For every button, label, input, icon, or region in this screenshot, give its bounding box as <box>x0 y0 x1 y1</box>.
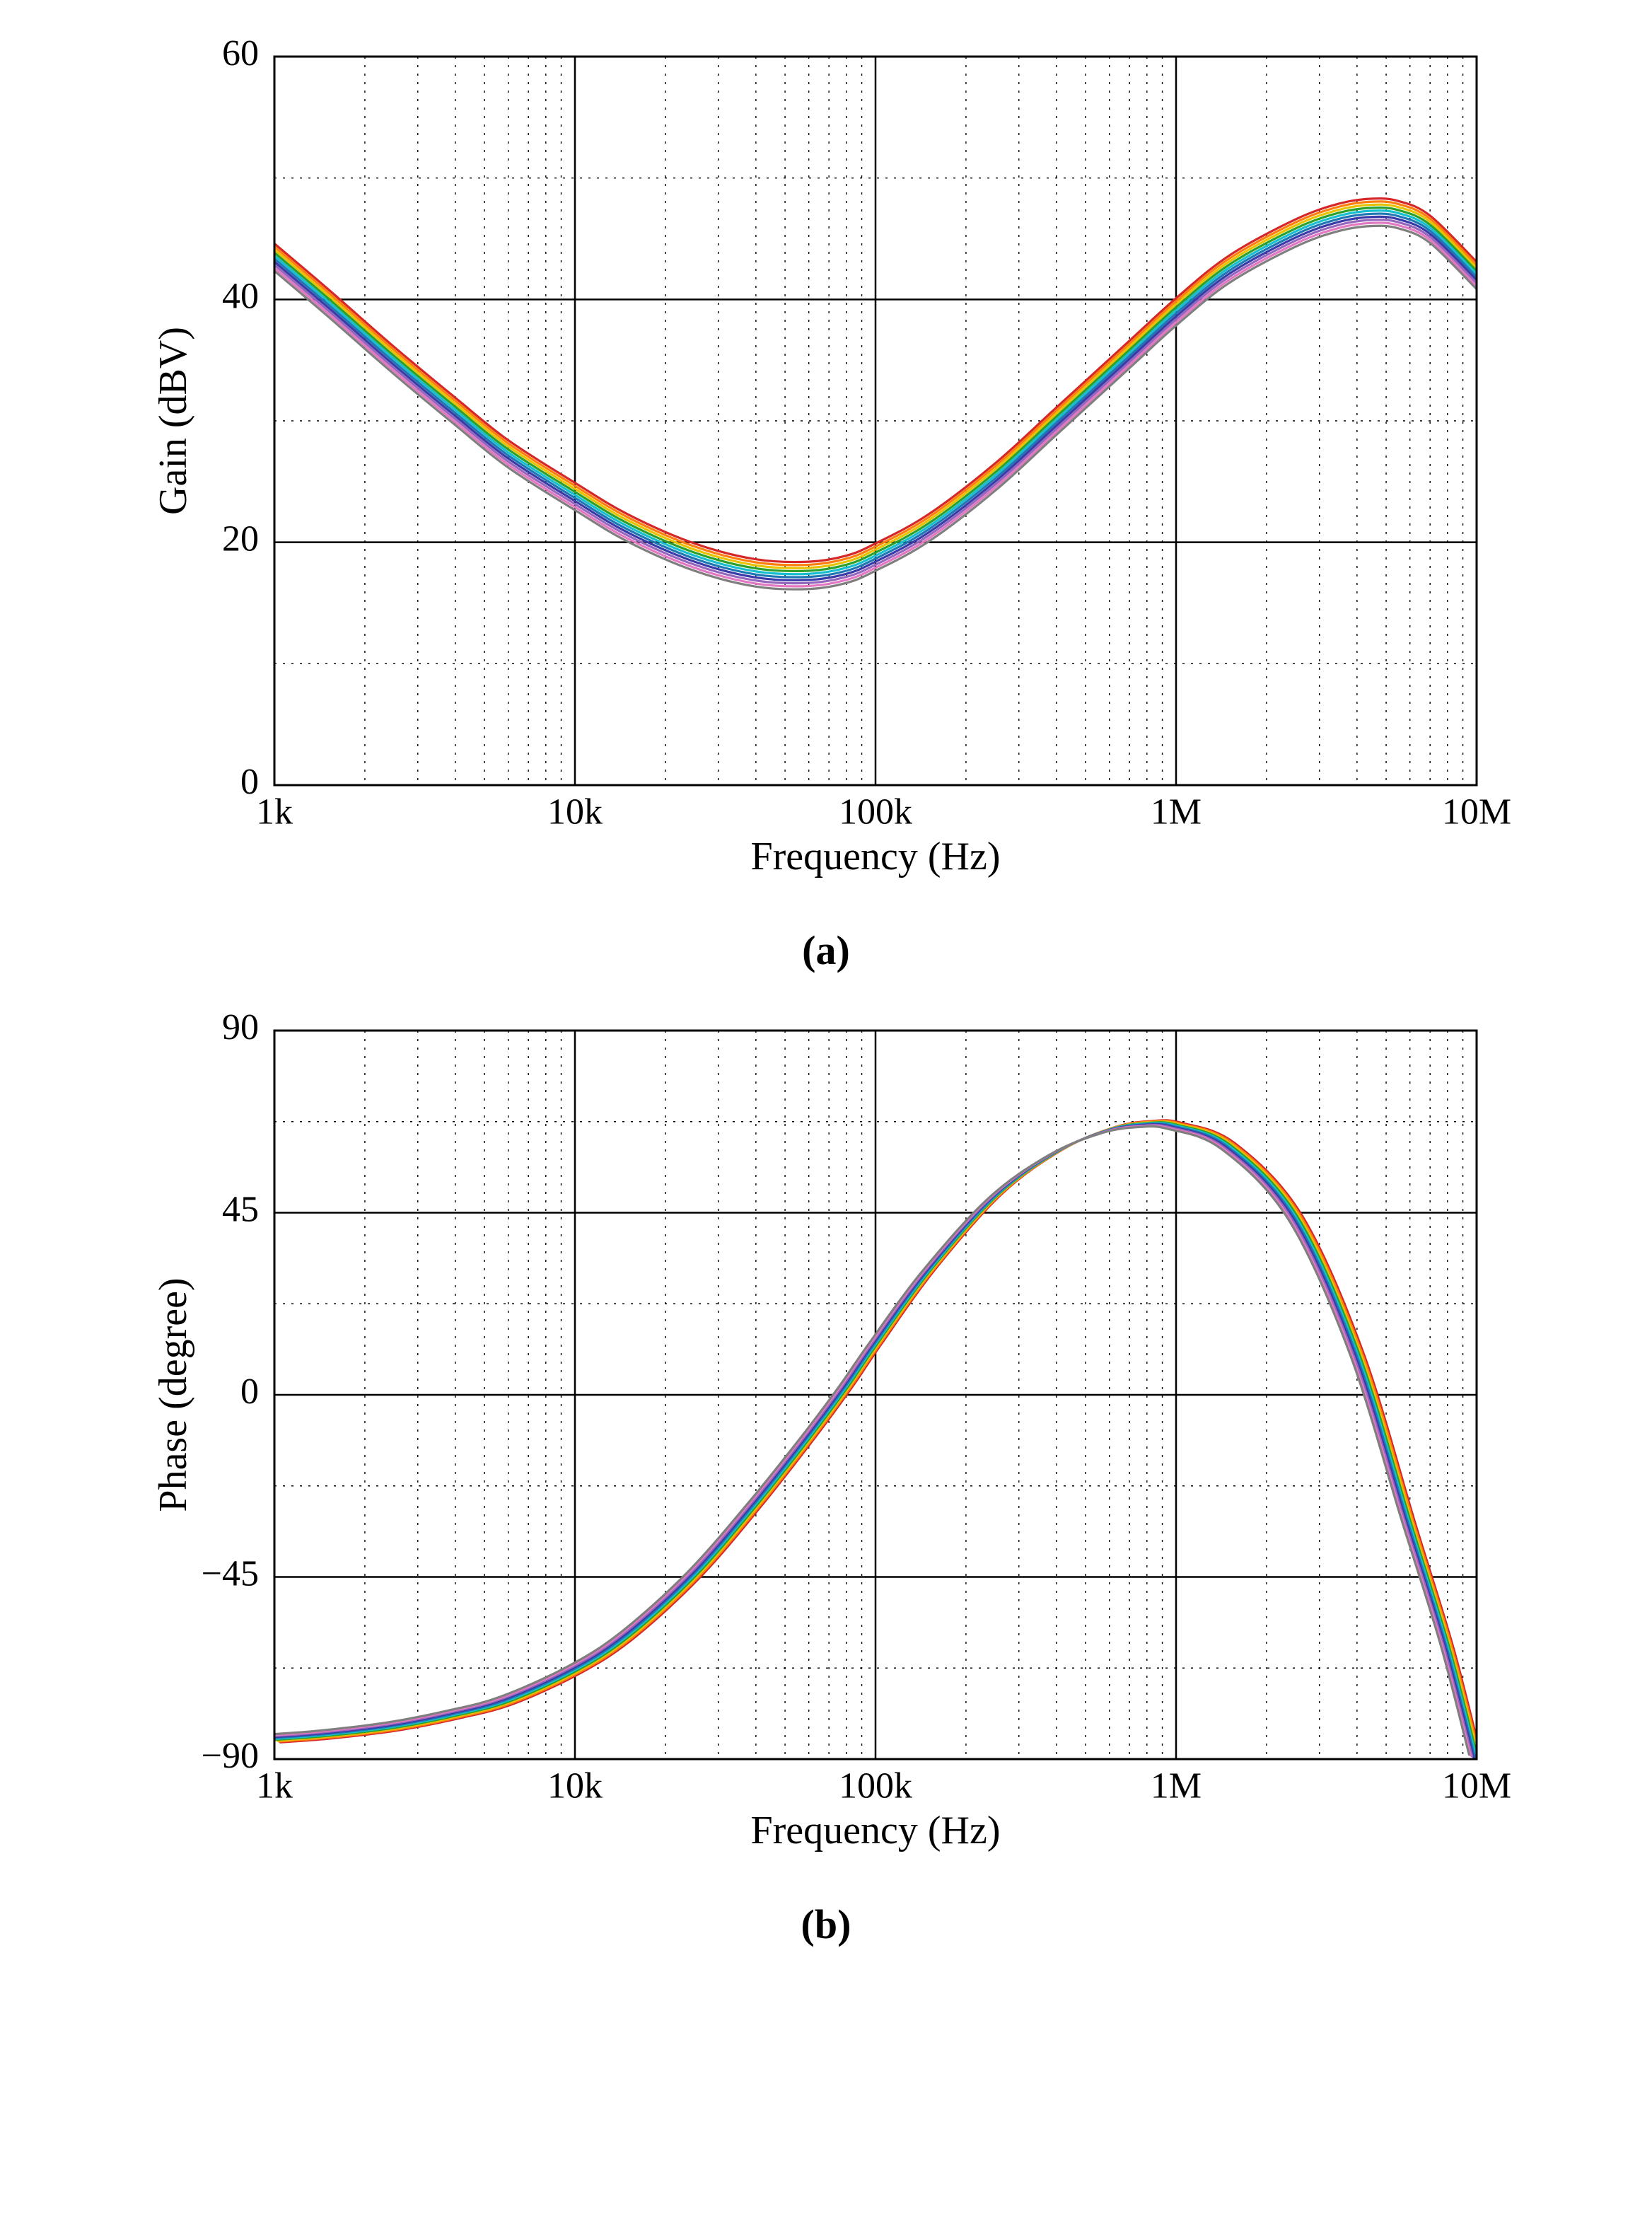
svg-text:90: 90 <box>222 1007 259 1048</box>
svg-text:10k: 10k <box>547 1766 603 1806</box>
figure-a: 02040601k10k100k1M10MFrequency (Hz)Gain … <box>127 28 1525 1002</box>
svg-text:Gain (dBV): Gain (dBV) <box>151 327 195 515</box>
svg-text:10k: 10k <box>547 792 603 833</box>
svg-text:40: 40 <box>222 276 259 316</box>
svg-text:1M: 1M <box>1151 792 1202 833</box>
svg-text:10M: 10M <box>1442 792 1511 833</box>
phase-chart: −90 −45 0 45 90 1k 10k 100k 1M 10M Frequency (Hz) P… <box>133 1002 1519 1879</box>
svg-text:20: 20 <box>222 519 259 559</box>
svg-text:100k: 100k <box>839 792 912 833</box>
svg-text:Frequency (Hz): Frequency (Hz) <box>751 1809 1001 1852</box>
svg-text:1k: 1k <box>256 1766 293 1806</box>
svg-text:45: 45 <box>222 1189 259 1229</box>
svg-text:0: 0 <box>240 1371 259 1412</box>
gain-chart: 02040601k10k100k1M10MFrequency (Hz)Gain … <box>133 28 1519 905</box>
svg-text:−90: −90 <box>202 1736 259 1776</box>
svg-text:1M: 1M <box>1151 1766 1202 1806</box>
figure-b: −90 −45 0 45 90 1k 10k 100k 1M 10M Frequency (Hz) P… <box>127 1002 1525 1976</box>
svg-text:1k: 1k <box>256 792 293 833</box>
svg-text:10M: 10M <box>1442 1766 1511 1806</box>
svg-text:100k: 100k <box>839 1766 912 1806</box>
svg-text:60: 60 <box>222 33 259 74</box>
subcaption-a: (a) <box>802 927 850 974</box>
page: 0 20 40 60 1k 10k 100k 1M 10M Frequency (Hz) Gain … <box>0 0 1652 2233</box>
subcaption-b: (b) <box>801 1901 851 1948</box>
svg-text:Frequency (Hz): Frequency (Hz) <box>751 835 1001 878</box>
svg-text:Phase (degree): Phase (degree) <box>151 1277 195 1512</box>
svg-text:−45: −45 <box>202 1553 259 1594</box>
